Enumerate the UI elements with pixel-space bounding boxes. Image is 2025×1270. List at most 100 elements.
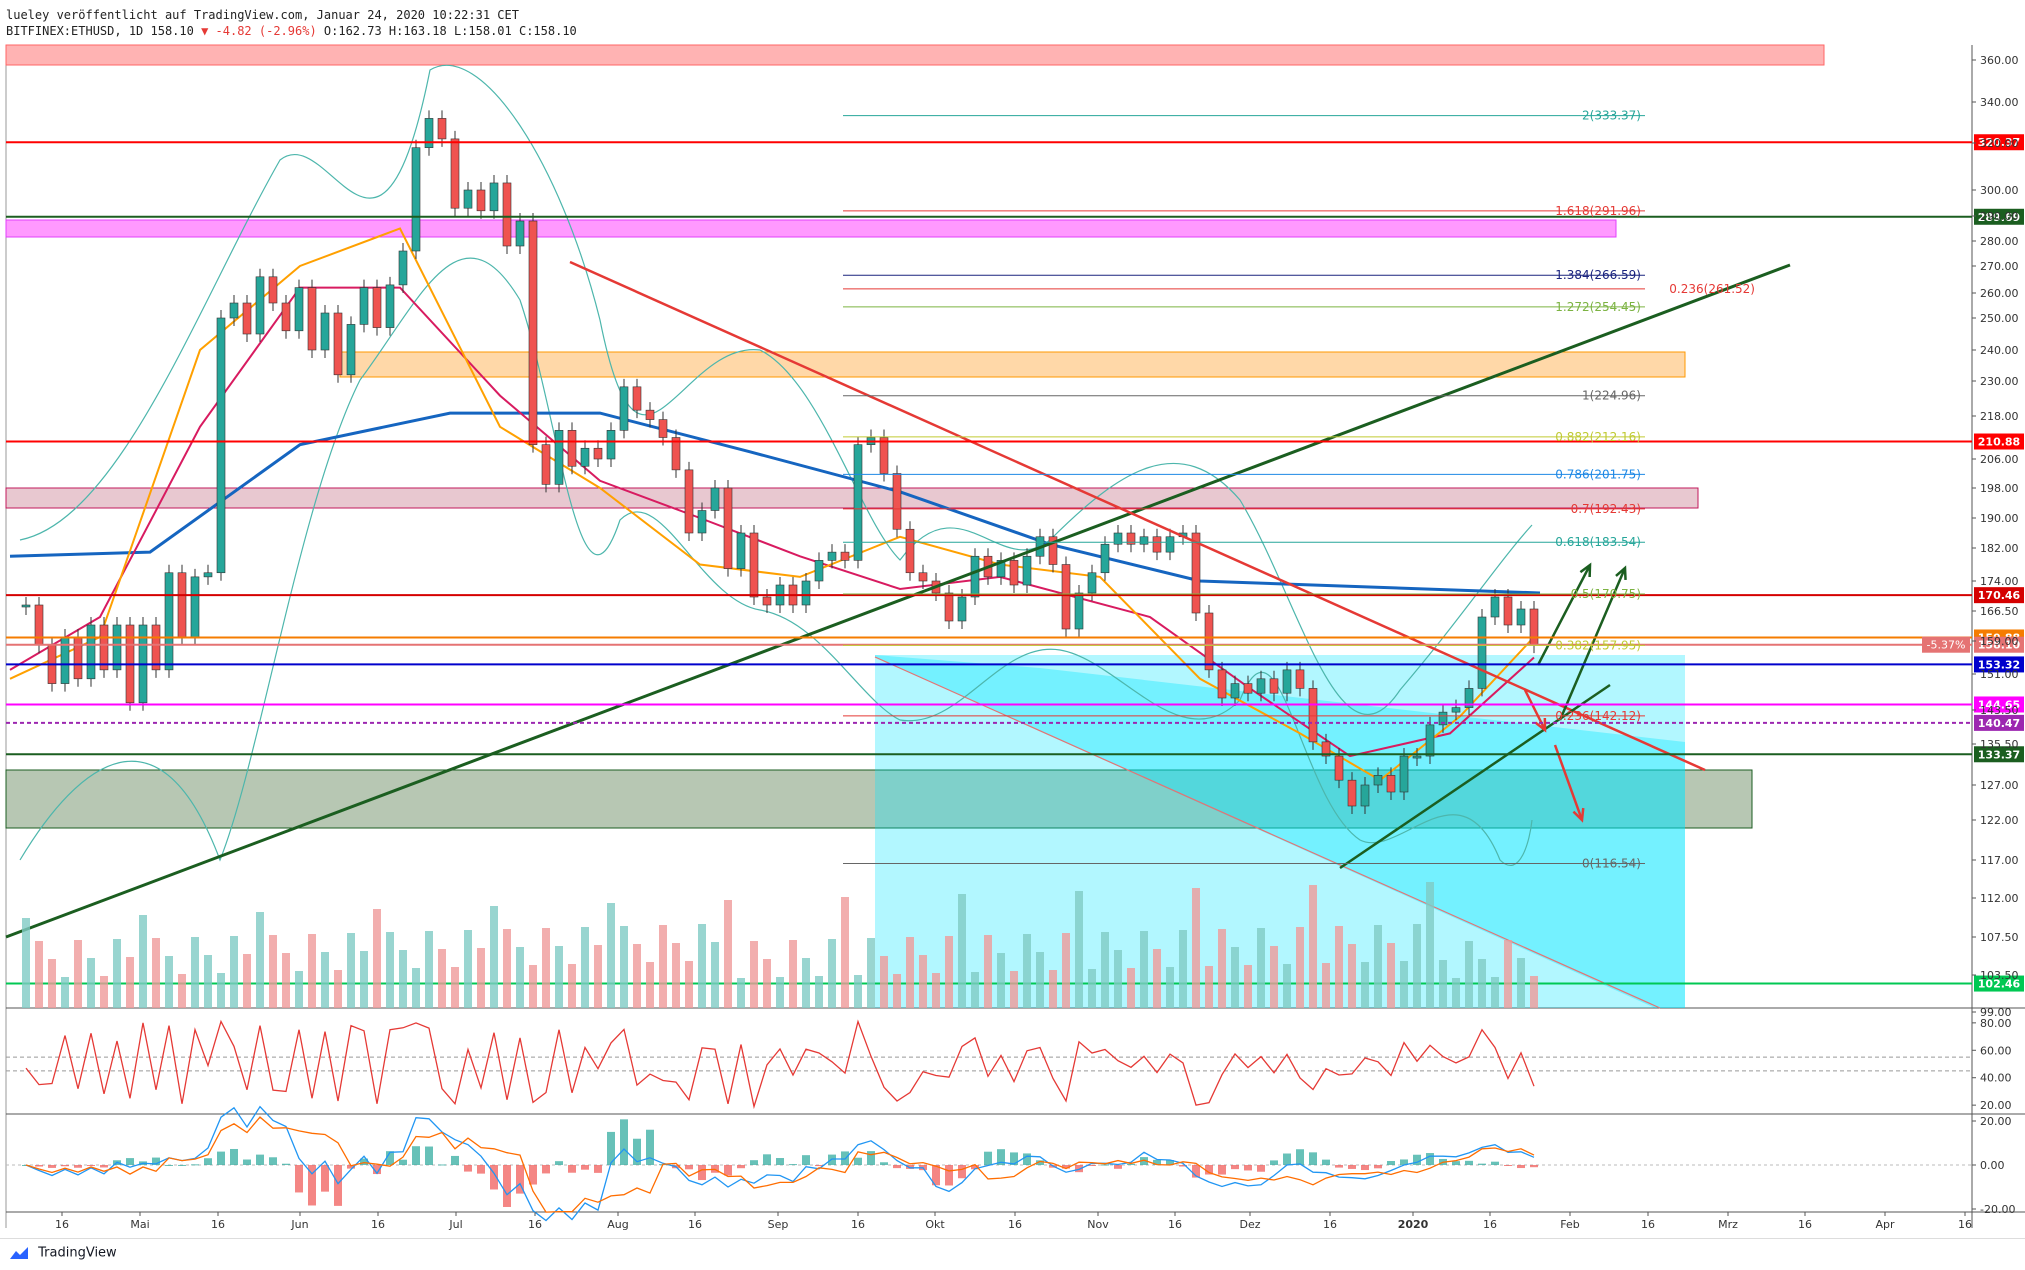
macd-histogram-bar	[1231, 1165, 1239, 1170]
macd-histogram-bar	[529, 1165, 537, 1185]
candle-body	[723, 487, 733, 569]
candle-body	[853, 444, 863, 561]
volume-bar	[1140, 931, 1148, 1008]
candle-body	[593, 447, 603, 460]
volume-bar	[1452, 978, 1460, 1008]
volume-bar	[425, 931, 433, 1008]
candle-body	[1126, 532, 1136, 545]
volume-bar	[230, 936, 238, 1008]
price-tick-label: 107.50	[1980, 931, 2019, 944]
x-tick-label: 16	[1323, 1218, 1337, 1231]
candle-body	[1373, 775, 1383, 786]
fib-level-label: 0.382(157.95)	[1555, 638, 1641, 652]
x-tick-label: Jun	[290, 1218, 308, 1231]
volume-bar	[165, 956, 173, 1008]
candle-body	[1490, 596, 1500, 618]
macd-histogram-bar	[1348, 1165, 1356, 1169]
candle-body	[970, 555, 980, 598]
candle-body	[320, 312, 330, 351]
volume-bar	[750, 941, 758, 1008]
long-green-trendline	[5, 263, 1791, 939]
level-price-text: 140.47	[1978, 717, 2020, 730]
macd-histogram-bar	[490, 1165, 498, 1190]
volume-bar	[1296, 927, 1304, 1008]
symbol-label: BITFINEX:ETHUSD, 1D 158.10	[6, 24, 194, 38]
macd-histogram-bar	[971, 1165, 979, 1170]
volume-bar	[932, 973, 940, 1008]
level-price-text: 289.69	[1978, 211, 2020, 224]
volume-bar	[646, 962, 654, 1008]
volume-bar	[178, 974, 186, 1008]
candle-body	[827, 551, 837, 561]
candle-body	[177, 572, 187, 638]
volume-bar	[321, 952, 329, 1008]
candle-body	[268, 276, 278, 304]
volume-bar	[256, 912, 264, 1008]
volume-bar	[191, 937, 199, 1008]
volume-bar	[1218, 929, 1226, 1008]
x-tick-label: 16	[1641, 1218, 1655, 1231]
x-tick-label: Apr	[1875, 1218, 1895, 1231]
volume-bar	[906, 937, 914, 1008]
support-zone	[5, 769, 1753, 829]
fib-level-label: 0.618(183.54)	[1555, 535, 1641, 549]
volume-bar	[61, 977, 69, 1008]
candle-body	[957, 596, 967, 622]
candle-body	[1347, 779, 1357, 807]
volume-bar	[87, 958, 95, 1008]
macd-histogram-bar	[425, 1146, 433, 1165]
tradingview-logo[interactable]: TradingView	[8, 1245, 117, 1261]
macd-histogram-bar	[334, 1165, 342, 1206]
fib-level-label: 0(116.54)	[1582, 856, 1641, 870]
volume-bar	[412, 968, 420, 1008]
macd-histogram-bar	[854, 1157, 862, 1165]
volume-bar	[984, 935, 992, 1008]
price-tick-label: 198.00	[1980, 482, 2019, 495]
volume-bar	[945, 936, 953, 1008]
volume-bar	[828, 939, 836, 1008]
volume-bar	[880, 956, 888, 1008]
fib-level-label: 0.786(201.75)	[1555, 467, 1641, 481]
volume-bar	[22, 918, 30, 1008]
volume-bar	[503, 929, 511, 1008]
candle-body	[580, 447, 590, 467]
candle-body	[801, 580, 811, 606]
volume-bar	[1192, 888, 1200, 1008]
fib-level-label: 0.5(170.75)	[1571, 587, 1641, 601]
x-tick-label: 16	[688, 1218, 702, 1231]
candle-body	[359, 287, 369, 325]
level-price-tag	[1974, 975, 2024, 992]
chart-header: lueley veröffentlicht auf TradingView.co…	[0, 0, 2025, 44]
macd-histogram-bar	[958, 1165, 966, 1179]
macd-histogram-bar	[1088, 1165, 1096, 1166]
volume-bar	[1153, 949, 1161, 1008]
macd-histogram-bar	[1400, 1159, 1408, 1165]
price-tick-label: 320.00	[1980, 137, 2019, 150]
candle-body	[333, 312, 343, 376]
candle-body	[1308, 688, 1318, 743]
candle-body	[1269, 678, 1279, 694]
volume-bar	[1439, 960, 1447, 1008]
level-price-tag	[1974, 433, 2024, 450]
macd-histogram-bar	[1478, 1163, 1486, 1165]
macd-histogram-bar	[1283, 1153, 1291, 1165]
candle-body	[619, 386, 629, 431]
macd-histogram-bar	[360, 1158, 368, 1165]
volume-bar	[1361, 962, 1369, 1008]
level-price-text: 133.37	[1978, 748, 2020, 761]
macd-histogram-bar	[451, 1155, 459, 1165]
macd-histogram-bar	[243, 1159, 251, 1165]
candle-body	[372, 287, 382, 328]
volume-bar	[802, 958, 810, 1008]
volume-bar	[1504, 940, 1512, 1008]
candle-body	[398, 250, 408, 286]
macd-histogram-bar	[1309, 1152, 1317, 1165]
macd-histogram-bar	[1335, 1165, 1343, 1168]
volume-bar	[1179, 930, 1187, 1008]
candle-body	[242, 302, 252, 335]
volume-bar	[633, 944, 641, 1008]
volume-bar	[776, 977, 784, 1008]
tradingview-cloud-icon	[10, 1247, 28, 1259]
candle-body	[1048, 536, 1058, 565]
